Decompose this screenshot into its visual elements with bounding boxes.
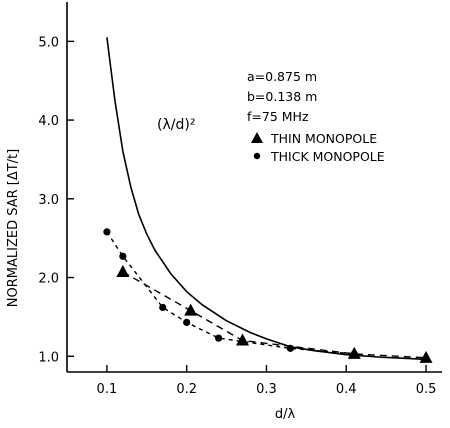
thin-monopole-point	[116, 265, 130, 278]
annotation-b: b=0.138 m	[247, 89, 317, 104]
x-axis-title: d/λ	[275, 407, 296, 422]
thin-monopole-point	[184, 303, 198, 316]
thin-monopole-point	[419, 350, 433, 363]
y-tick-label: 1.0	[38, 350, 59, 365]
legend-triangle-marker	[251, 132, 263, 143]
annotation-block: a=0.875 m b=0.138 m f=75 MHz THIN MONOPO…	[247, 69, 385, 164]
x-tick-label: 0.1	[97, 382, 118, 397]
x-ticks: 0.1 0.2 0.3 0.4 0.5	[97, 365, 437, 397]
y-ticks: 1.0 2.0 3.0 4.0 5.0	[38, 35, 74, 365]
thick-monopole-point	[286, 344, 295, 352]
legend-thin-monopole: THIN MONOPOLE	[270, 131, 377, 146]
y-tick-label: 5.0	[38, 35, 59, 50]
axes	[66, 2, 442, 373]
thick-monopole-point	[103, 228, 111, 236]
series-layer	[103, 37, 433, 363]
annotation-f: f=75 MHz	[247, 109, 309, 124]
x-tick-label: 0.3	[256, 382, 277, 397]
x-tick-label: 0.2	[176, 382, 197, 397]
thick-monopole-point	[119, 252, 127, 260]
thick-monopole-point	[214, 334, 223, 342]
thin-monopole-point	[236, 333, 250, 346]
annotation-a: a=0.875 m	[247, 69, 317, 84]
x-tick-label: 0.5	[416, 382, 437, 397]
legend-thick-monopole: THICK MONOPOLE	[270, 149, 385, 164]
y-tick-label: 3.0	[38, 193, 59, 208]
series-thin-monopole-line	[122, 271, 427, 359]
y-axis-title: NORMALIZED SAR [ΔT/t]	[6, 149, 21, 307]
thick-monopole-point	[183, 318, 191, 327]
legend-circle-marker	[253, 152, 261, 160]
series-thick-monopole-line	[106, 231, 355, 355]
x-tick-label: 0.4	[336, 382, 357, 397]
series-lambda-over-d-squared-line	[106, 37, 427, 361]
y-tick-label: 4.0	[38, 114, 59, 129]
thick-monopole-point	[159, 303, 167, 312]
thick-monopole-point	[350, 350, 358, 358]
curve-label-lambda-over-d: (λ/d)²	[157, 117, 195, 133]
y-tick-label: 2.0	[38, 272, 59, 287]
